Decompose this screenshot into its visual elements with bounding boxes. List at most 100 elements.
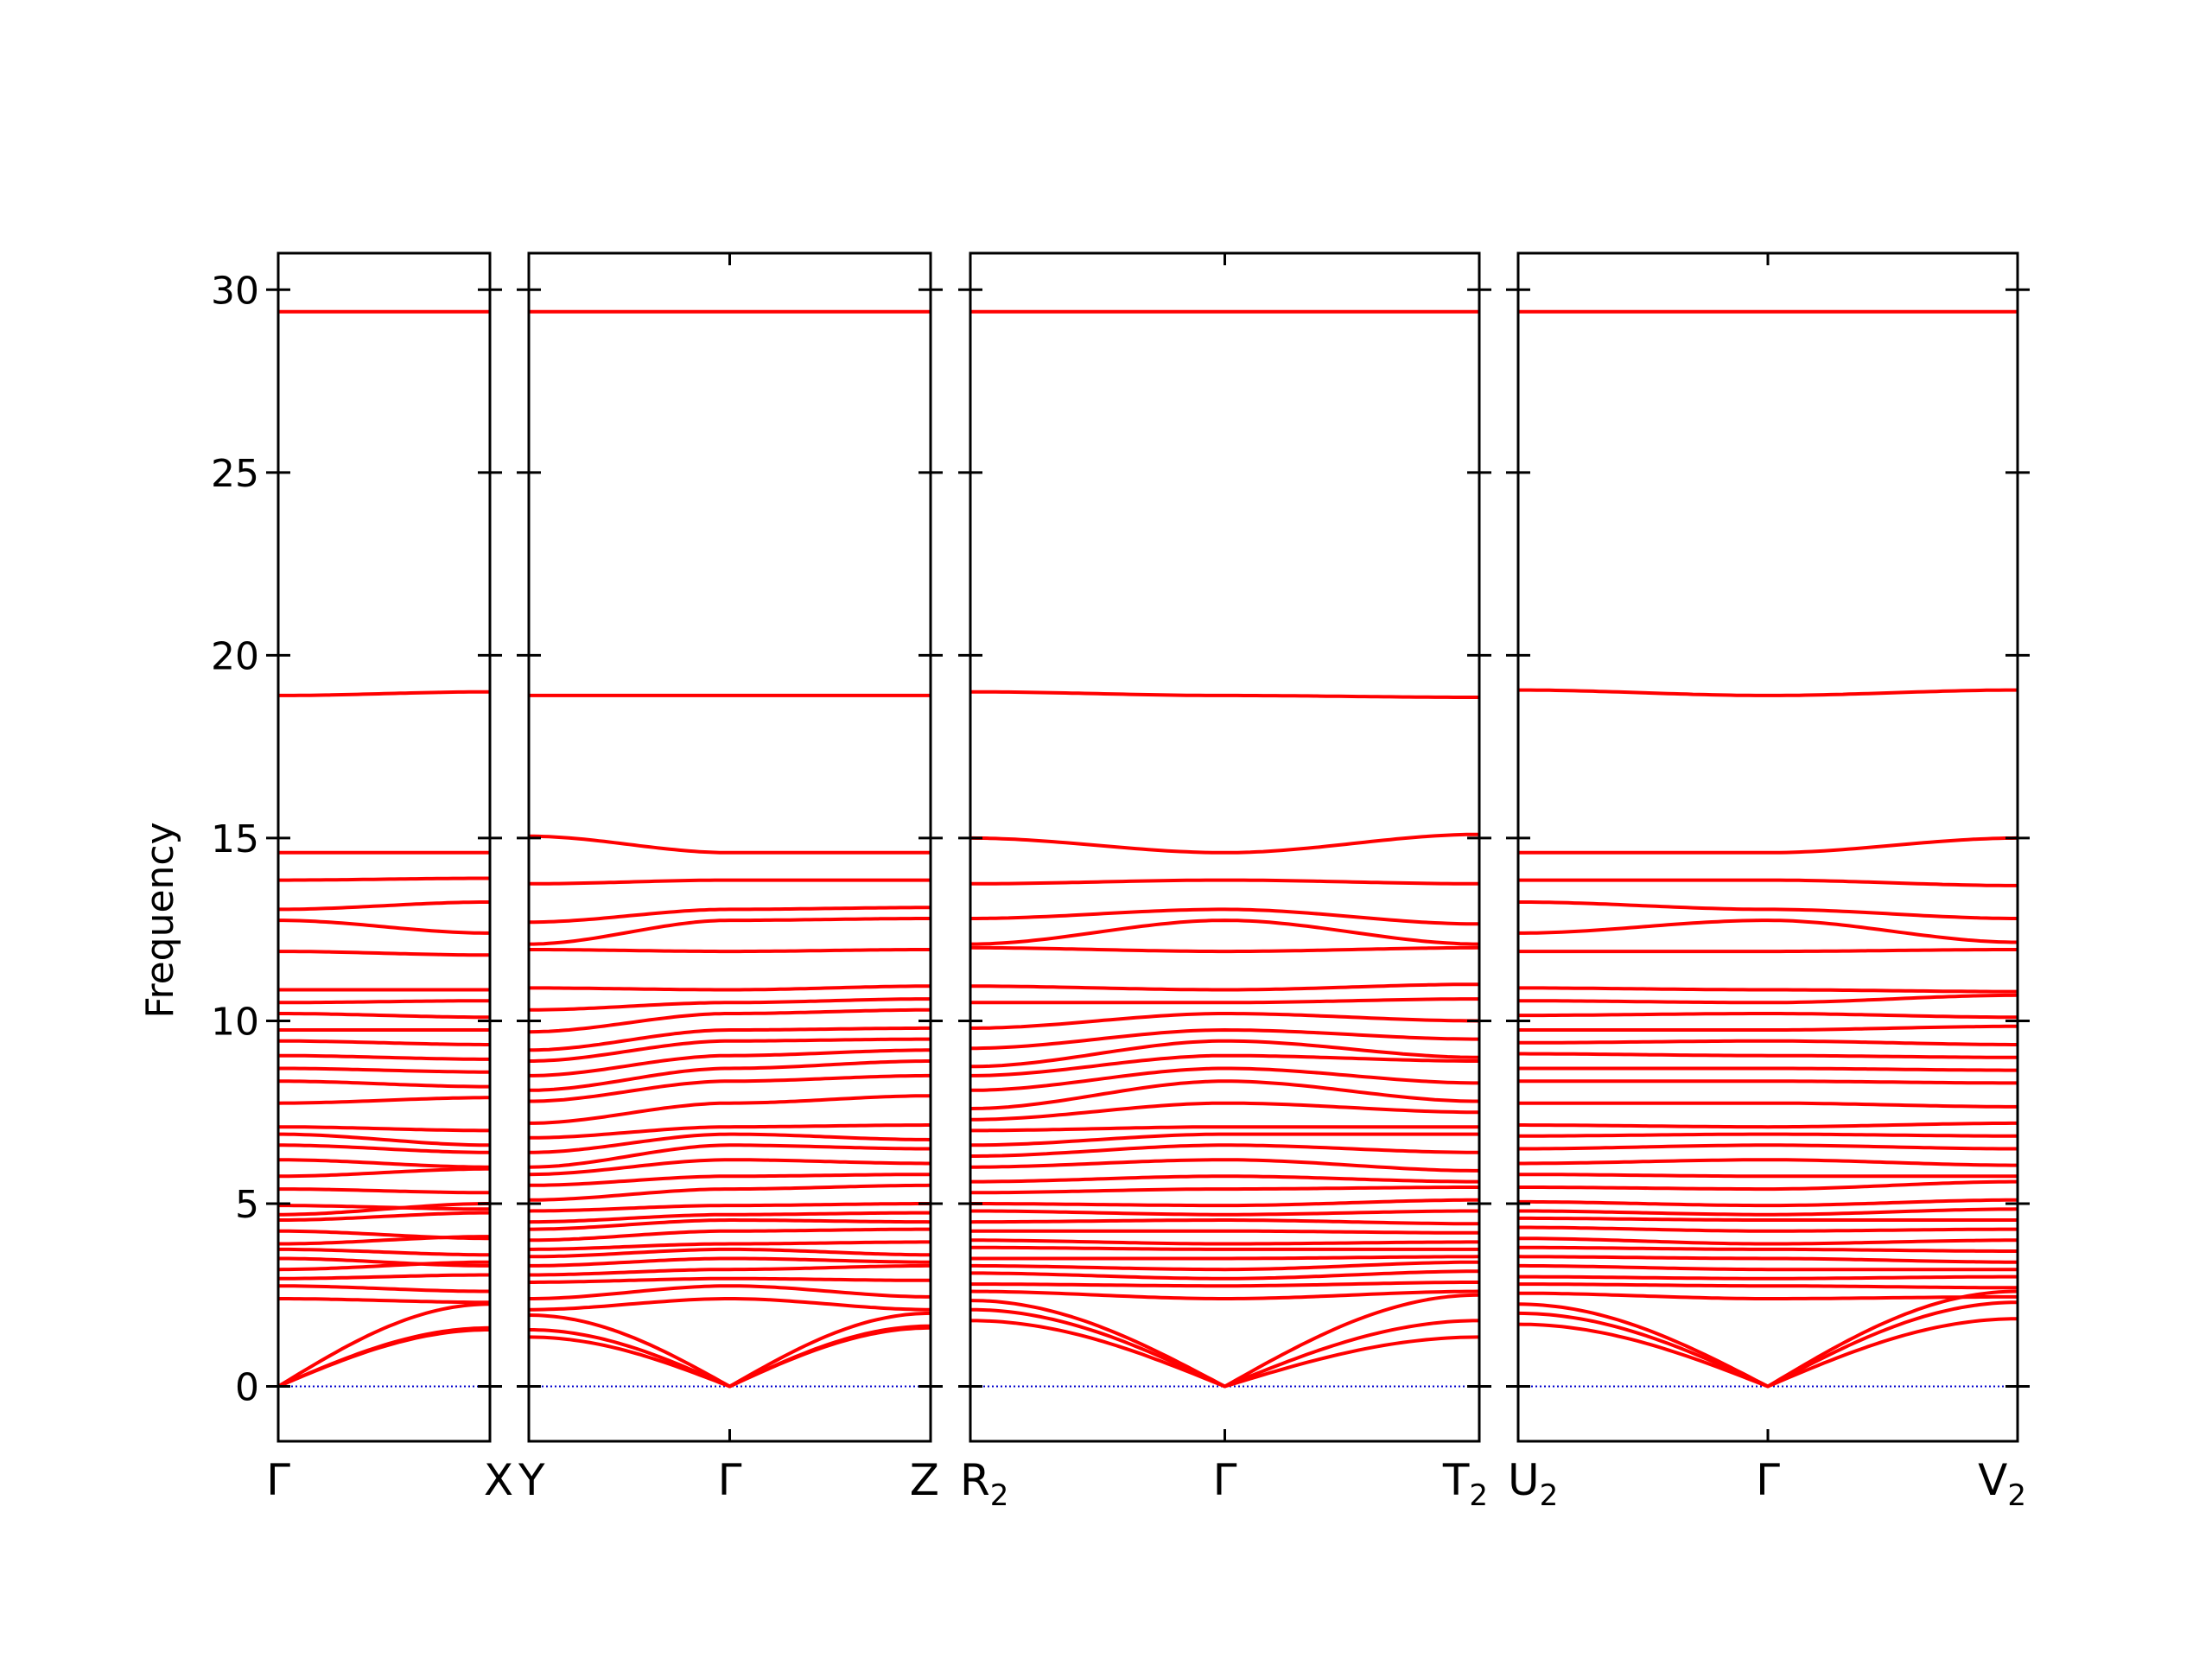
- k-point-label: R2: [960, 1455, 1008, 1513]
- optical-band-4: [970, 1260, 1479, 1272]
- optical-band-20: [1518, 1066, 2018, 1072]
- optical-band-32: [1518, 688, 2018, 697]
- k-point-label: Z: [910, 1455, 939, 1505]
- k-point-label: T2: [1442, 1455, 1488, 1513]
- optical-band-28: [970, 918, 1479, 946]
- optical-band-12: [528, 1183, 931, 1202]
- k-point-label: Γ: [266, 1455, 290, 1505]
- k-point-label: V2: [1978, 1455, 2026, 1513]
- optical-band-31: [529, 834, 931, 855]
- optical-band-16: [970, 1132, 1479, 1147]
- optical-band-8: [278, 1229, 490, 1241]
- y-tick-label: 5: [235, 1183, 259, 1227]
- optical-band-3: [1518, 1274, 2018, 1281]
- optical-band-15: [970, 1143, 1479, 1158]
- optical-band-28: [1518, 918, 2018, 944]
- optical-band-21: [1518, 1052, 2018, 1059]
- acoustic-band-2: [529, 1325, 931, 1389]
- optical-band-6: [278, 1247, 490, 1257]
- k-point-label: Γ: [1213, 1455, 1237, 1505]
- optical-band-16: [278, 1132, 490, 1147]
- optical-band-1: [529, 1297, 931, 1312]
- optical-band-23: [529, 1026, 931, 1052]
- optical-band-6: [1518, 1245, 2018, 1253]
- optical-band-29: [278, 900, 490, 912]
- optical-band-22: [529, 1037, 931, 1063]
- optical-band-25: [1518, 993, 2018, 1005]
- optical-band-8: [1518, 1225, 2018, 1233]
- optical-band-20: [529, 1059, 931, 1092]
- optical-band-12: [278, 1187, 490, 1195]
- optical-band-10: [1518, 1207, 2018, 1217]
- y-axis-title: Frequency: [138, 822, 182, 1018]
- optical-band-2: [529, 1284, 931, 1300]
- optical-band-26: [1518, 986, 2018, 994]
- optical-band-21: [529, 1048, 931, 1077]
- y-tick-label: 0: [235, 1366, 259, 1410]
- optical-band-13: [1518, 1173, 2018, 1179]
- optical-band-25: [278, 999, 490, 1005]
- optical-band-11: [1518, 1198, 2018, 1208]
- acoustic-band-3: [969, 1293, 1480, 1389]
- optical-band-17: [1518, 1121, 2018, 1129]
- optical-band-3: [278, 1273, 490, 1281]
- optical-band-32: [970, 690, 1479, 699]
- optical-band-18: [970, 1101, 1479, 1122]
- acoustic-band-3: [1517, 1289, 2018, 1389]
- optical-band-16: [528, 1132, 931, 1154]
- optical-band-14: [970, 1158, 1479, 1173]
- optical-band-5: [278, 1256, 490, 1268]
- optical-band-14: [278, 1158, 490, 1169]
- optical-band-26: [529, 984, 931, 992]
- optical-band-18: [277, 1096, 490, 1105]
- k-point-label: Γ: [718, 1455, 742, 1505]
- optical-band-30: [529, 878, 931, 886]
- optical-band-5: [970, 1255, 1480, 1261]
- optical-band-29: [970, 907, 1479, 926]
- optical-band-27: [529, 948, 931, 954]
- acoustic-band-1: [1517, 1317, 2018, 1389]
- optical-band-22: [1518, 1039, 2018, 1046]
- panel-4: U2 Γ V2: [1506, 251, 2030, 1513]
- optical-band-9: [969, 1218, 1479, 1226]
- panel-frame: [276, 251, 492, 1443]
- optical-band-28: [529, 917, 931, 946]
- optical-band-11: [970, 1198, 1479, 1208]
- optical-band-10: [278, 1202, 490, 1217]
- optical-band-2: [970, 1281, 1479, 1288]
- optical-band-8: [529, 1227, 931, 1243]
- optical-band-10: [970, 1209, 1479, 1217]
- optical-band-24: [528, 1007, 931, 1034]
- optical-band-15: [528, 1143, 931, 1169]
- acoustic-band-1: [970, 1319, 1480, 1389]
- optical-band-19: [278, 1079, 490, 1089]
- optical-band-5: [529, 1256, 931, 1268]
- optical-band-9: [278, 1211, 490, 1222]
- optical-band-14: [1518, 1158, 2018, 1167]
- optical-band-1: [1518, 1291, 2018, 1300]
- optical-band-9: [1518, 1216, 2018, 1222]
- optical-band-13: [970, 1174, 1479, 1184]
- optical-band-2: [1518, 1282, 2018, 1290]
- optical-band-29: [529, 906, 931, 925]
- optical-band-4: [529, 1263, 931, 1277]
- acoustic-band-3: [528, 1311, 931, 1389]
- y-tick-label: 10: [211, 1000, 259, 1044]
- optical-band-8: [970, 1229, 1479, 1235]
- k-point-label: Y: [518, 1455, 545, 1505]
- optical-band-30: [278, 876, 490, 882]
- optical-band-18: [1518, 1101, 2018, 1109]
- k-point-label: X: [484, 1455, 513, 1505]
- optical-band-4: [1518, 1263, 2018, 1272]
- optical-band-19: [529, 1073, 931, 1103]
- optical-band-20: [278, 1066, 490, 1074]
- optical-band-7: [1518, 1236, 2018, 1246]
- optical-band-11: [278, 1204, 490, 1211]
- optical-band-10: [528, 1211, 931, 1224]
- optical-band-23: [970, 1028, 1479, 1051]
- optical-band-5: [1517, 1255, 2018, 1264]
- optical-band-26: [970, 982, 1479, 992]
